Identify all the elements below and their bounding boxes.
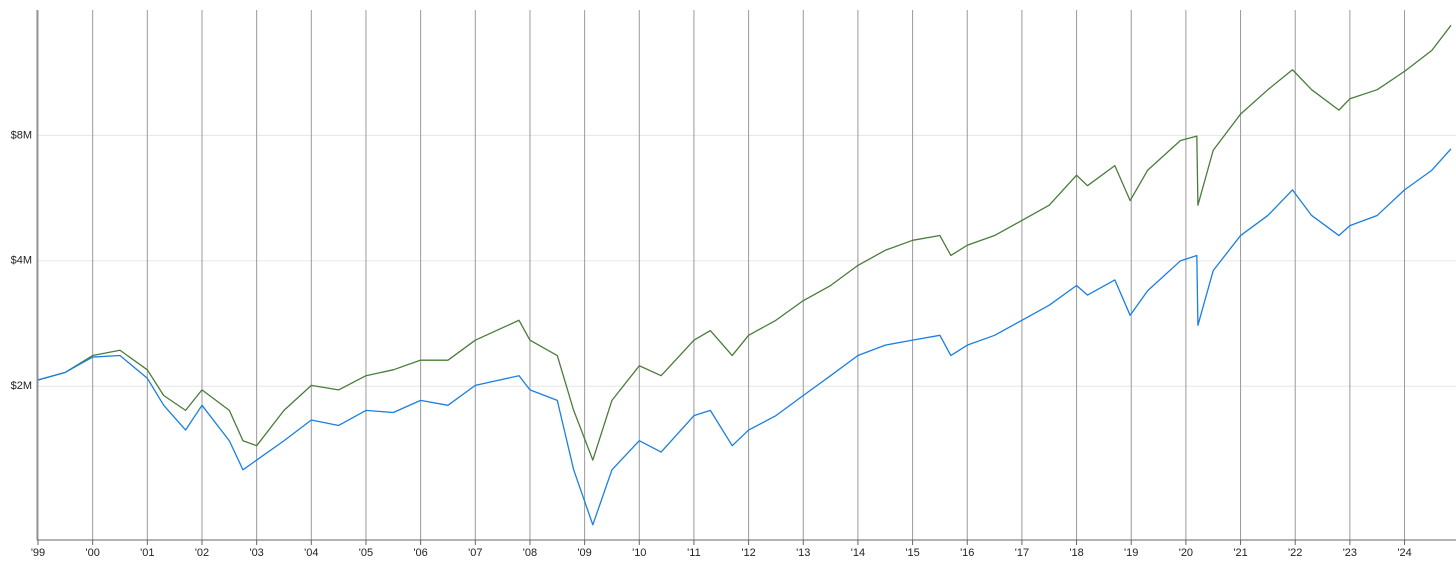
x-tick-label: '13: [796, 547, 810, 559]
series-line: [37, 148, 1452, 526]
x-tick-label: '16: [960, 547, 974, 559]
x-tick-label: '15: [905, 547, 919, 559]
x-tick-label: '21: [1233, 547, 1247, 559]
x-tick-label: '02: [195, 547, 209, 559]
y-tick-label: $4M: [11, 255, 32, 267]
y-tick-label: $2M: [11, 380, 32, 392]
x-tick-label: '05: [359, 547, 373, 559]
x-tick-label: '06: [413, 547, 427, 559]
x-tick-label: '11: [687, 547, 701, 559]
x-tick-label: '24: [1397, 547, 1411, 559]
x-tick-label: '17: [1015, 547, 1029, 559]
y-tick-label: $8M: [11, 129, 32, 141]
x-tick-label: '12: [741, 547, 755, 559]
x-tick-label: '00: [85, 547, 99, 559]
series-line: [37, 24, 1452, 461]
x-tick-label: '10: [632, 547, 646, 559]
x-tick-label: '03: [249, 547, 263, 559]
x-tick-label: '09: [577, 547, 591, 559]
x-tick-label: '20: [1179, 547, 1193, 559]
x-tick-label: '23: [1343, 547, 1357, 559]
x-tick-label: '99: [31, 547, 45, 559]
x-tick-label: '04: [304, 547, 318, 559]
x-tick-label: '18: [1069, 547, 1083, 559]
x-tick-label: '22: [1288, 547, 1302, 559]
x-tick-label: '07: [468, 547, 482, 559]
x-tick-label: '01: [140, 547, 154, 559]
x-tick-label: '08: [523, 547, 537, 559]
x-tick-label: '19: [1124, 547, 1138, 559]
x-tick-label: '14: [851, 547, 865, 559]
